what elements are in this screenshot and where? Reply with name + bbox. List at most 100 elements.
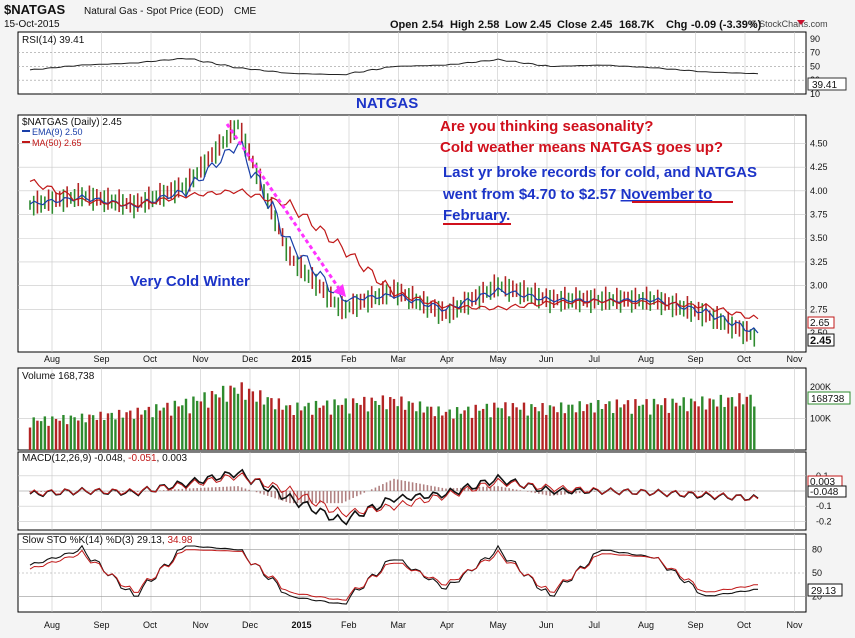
price-y-tick: 2.50 <box>810 328 828 338</box>
volume-bar <box>221 385 225 450</box>
volume-bar <box>459 413 463 450</box>
volume-bar <box>467 406 470 450</box>
x-tick-label-bottom: May <box>490 620 508 630</box>
volume-bar <box>530 404 533 450</box>
date: 15-Oct-2015 <box>4 19 60 30</box>
volume-bar <box>199 401 203 450</box>
volume-bar <box>117 409 121 450</box>
volume-bar <box>288 405 292 450</box>
volume-bar <box>106 413 110 450</box>
volume-bar <box>463 410 466 450</box>
price-y-tick: 3.50 <box>810 233 828 243</box>
volume-bar <box>95 419 99 450</box>
volume-bar <box>114 419 117 450</box>
macd-legend-signal: -0.051 <box>128 453 157 464</box>
decline-arrow <box>225 123 342 291</box>
volume-bar <box>730 397 734 450</box>
volume-bar <box>169 415 173 450</box>
volume-bar <box>441 415 444 450</box>
volume-bar <box>433 416 437 450</box>
volume-bar <box>611 413 615 450</box>
volume-bar <box>675 402 678 450</box>
volume-bar <box>69 415 73 450</box>
volume-bar <box>738 393 741 450</box>
x-tick-label-bottom: Oct <box>143 620 158 630</box>
macd-y-tick: -0.2 <box>816 516 832 526</box>
volume-bar <box>166 402 169 450</box>
x-tick-label-top: Jul <box>589 354 601 364</box>
volume-bar <box>77 420 80 450</box>
volume-bar <box>329 414 333 450</box>
volume-bar <box>374 400 377 450</box>
sto-badge <box>807 583 843 597</box>
volume-bar <box>39 421 43 450</box>
x-tick-label-bottom: Feb <box>341 620 357 630</box>
volume-bar <box>292 414 295 450</box>
volume-bar <box>28 427 32 450</box>
x-tick-label-top: Dec <box>242 354 259 364</box>
volume-bar <box>623 404 626 450</box>
volume-bar <box>615 399 619 450</box>
grid-lines <box>18 32 806 612</box>
volume-bar <box>136 407 139 450</box>
volume-bar <box>485 403 489 450</box>
volume-bar <box>218 397 221 450</box>
volume-bar <box>99 411 102 450</box>
volume-bar <box>151 417 154 450</box>
volume-bar <box>233 387 236 450</box>
volume-bar <box>251 391 255 450</box>
volume-bar <box>474 404 477 450</box>
volume-bar <box>88 414 91 450</box>
sto-legend-main: Slow STO %K(14) %D(3) 29.13, <box>22 535 167 546</box>
volume-bar <box>129 410 132 450</box>
volume-bar <box>452 418 455 450</box>
volume-bar <box>697 406 700 450</box>
volume-bar <box>548 405 552 450</box>
close-badge-text: 2.45 <box>810 335 831 347</box>
x-tick-label-top: Apr <box>440 354 454 364</box>
volume-y-tick: 100K <box>810 413 831 423</box>
close-value: 2.45 <box>591 19 612 31</box>
volume-bar <box>311 414 314 450</box>
volume-bar <box>214 394 217 450</box>
ohlc-readout: Open 2.54 High 2.58 Low 2.45 Close 2.45 … <box>390 19 805 31</box>
volume-bar <box>184 398 188 450</box>
volume-bar <box>344 398 347 450</box>
volume-bar <box>559 402 563 450</box>
volume-bar <box>519 409 522 450</box>
exchange: CME <box>234 6 257 17</box>
volume-bar <box>192 396 195 450</box>
volume-bar <box>619 407 622 450</box>
volume-bar <box>556 412 559 450</box>
low-label: Low <box>505 19 527 31</box>
volume-bar <box>73 417 76 450</box>
volume-bar <box>652 398 656 450</box>
chg-down-icon <box>797 20 805 25</box>
volume-bar <box>162 407 165 450</box>
price-panel <box>17 114 807 353</box>
volume-bar <box>147 406 151 450</box>
volume-bar <box>359 404 362 450</box>
volume-bar <box>708 398 711 450</box>
x-tick-label-top: Aug <box>638 354 654 364</box>
volume-bar <box>366 411 370 450</box>
volume-bar <box>266 397 269 450</box>
volume-bar <box>262 404 266 450</box>
volume-bar <box>173 400 177 450</box>
x-tick-label-bottom: Sep <box>688 620 704 630</box>
volume-bar <box>121 417 125 450</box>
macd-y-tick: -0.1 <box>816 501 832 511</box>
volume-bar <box>667 412 671 450</box>
volume-bar <box>522 402 526 450</box>
volume-bar <box>500 408 503 450</box>
x-tick-label-bottom: Aug <box>638 620 654 630</box>
x-tick-label-top: Sep <box>688 354 704 364</box>
sto-k-line <box>29 544 758 605</box>
x-tick-label-top: Oct <box>737 354 752 364</box>
x-tick-label-bottom: Aug <box>44 620 60 630</box>
volume-bar <box>504 402 507 450</box>
volume-bar <box>181 405 184 450</box>
price-y-tick: 4.00 <box>810 186 828 196</box>
x-tick-label-top: Mar <box>391 354 407 364</box>
